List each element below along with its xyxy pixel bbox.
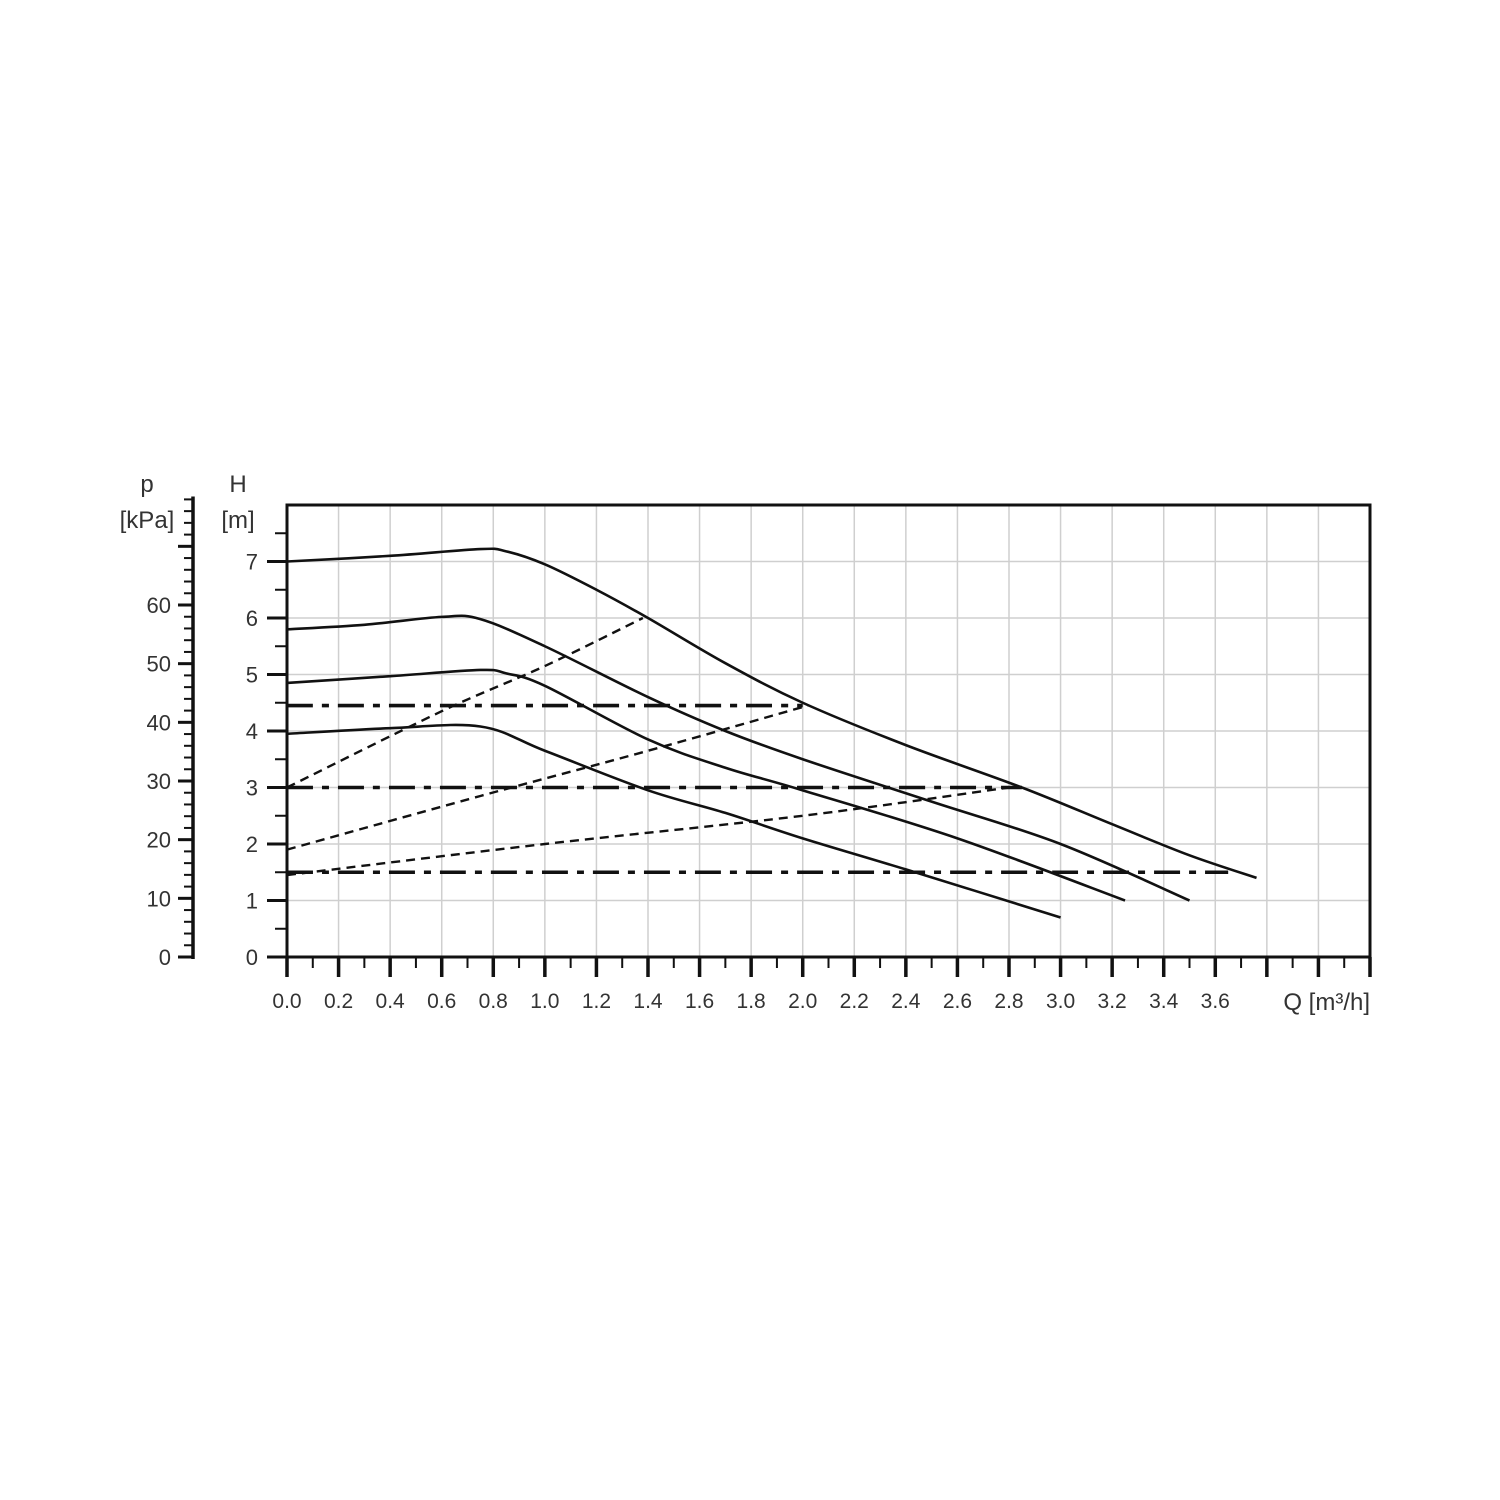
x-tick-label: 3.6 — [1201, 990, 1230, 1013]
y2-tick-label: 60 — [147, 593, 171, 618]
series-solid-3 — [286, 668, 1126, 902]
x-tick-label: 1.6 — [685, 990, 714, 1013]
y-tick-label: 4 — [246, 719, 258, 744]
y2-tick-label: 0 — [159, 945, 171, 970]
x-tick-label: 1.0 — [530, 990, 559, 1013]
y-tick-label: 6 — [246, 606, 258, 631]
x-tick-label: 2.4 — [891, 990, 921, 1013]
x-tick-label: 0.2 — [324, 990, 353, 1013]
x-tick-label: 2.8 — [994, 990, 1023, 1013]
x-tick-label: 3.0 — [1046, 990, 1075, 1013]
x-tick-label: 2.2 — [840, 990, 869, 1013]
y2-tick-label: 10 — [147, 886, 171, 911]
x-tick-label: 0.6 — [427, 990, 456, 1013]
y-tick-label: 0 — [246, 945, 258, 970]
y2-axis-unit: [kPa] — [120, 507, 175, 534]
series-dashed-7 — [286, 786, 1010, 877]
y-axis-unit: [m] — [221, 507, 254, 534]
x-tick-label: 3.2 — [1098, 990, 1127, 1013]
series-dashed-5 — [286, 616, 644, 789]
grid — [287, 505, 1370, 957]
y-tick-label: 7 — [246, 550, 258, 575]
x-tick-label: 1.8 — [737, 990, 766, 1013]
x-tick-label: 1.4 — [633, 990, 663, 1013]
series-group — [286, 547, 1257, 919]
series-dashed-6 — [286, 704, 809, 851]
y-tick-label: 5 — [246, 663, 258, 688]
y2-tick-label: 30 — [147, 769, 171, 794]
y2-axis-symbol: p — [140, 471, 153, 498]
x-tick-label: 1.2 — [582, 990, 611, 1013]
series-solid-2 — [286, 614, 1191, 902]
x-tick-label: 0.8 — [479, 990, 508, 1013]
x-tick-label: 0.0 — [272, 990, 301, 1013]
y2-tick-label: 20 — [147, 828, 171, 853]
x-tick-label: 3.4 — [1149, 990, 1179, 1013]
x-tick-label: 2.6 — [943, 990, 972, 1013]
x-tick-label: 2.0 — [788, 990, 817, 1013]
y2-tick-label: 40 — [147, 710, 171, 735]
x-tick-label: 0.4 — [376, 990, 406, 1013]
series-solid-1 — [286, 547, 1257, 880]
axes: 0.0 0.2 0.4 0.6 0.8 1.0 1.2 1.4 1.6 1.8 2.0 2.2 2.4 2… — [147, 496, 1372, 1013]
series-solid-4 — [286, 723, 1061, 919]
y2-tick-label: 50 — [147, 652, 171, 677]
y-axis-symbol: H — [229, 471, 246, 498]
y-tick-label: 3 — [246, 776, 258, 801]
x-axis-label: Q [m³/h] — [1283, 989, 1370, 1016]
y-tick-label: 2 — [246, 832, 258, 857]
y-tick-label: 1 — [246, 889, 258, 914]
